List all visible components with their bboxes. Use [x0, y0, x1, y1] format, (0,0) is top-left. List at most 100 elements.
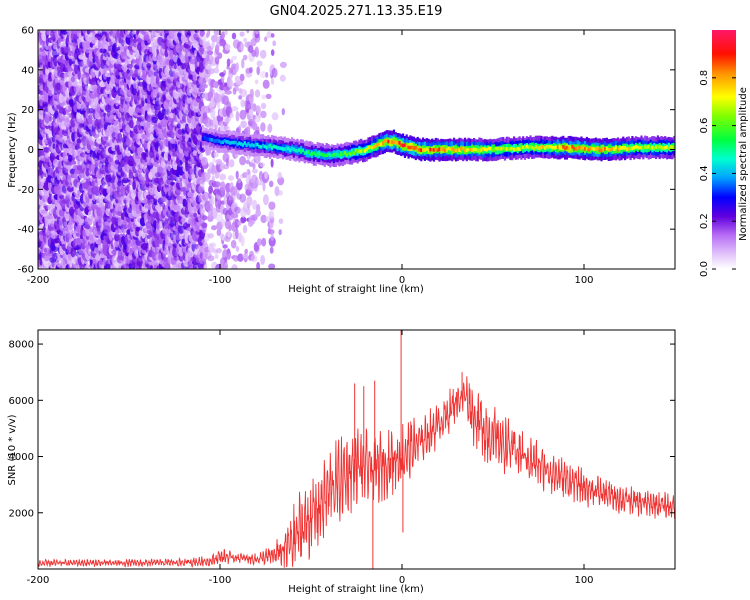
spectrogram-ridge-cell [569, 146, 572, 150]
spectrogram-cell [268, 180, 274, 188]
spectrogram-cell [239, 73, 245, 82]
spectrogram-ridge-cell [554, 145, 558, 150]
spectrogram-cell [132, 180, 137, 190]
spectrogram-cell [240, 99, 246, 108]
spectrogram-cell [240, 216, 247, 223]
spectrogram-cell [235, 227, 239, 240]
spectrogram-cell [237, 253, 244, 262]
spectrogram-x-tick-label: -200 [27, 275, 50, 286]
spectrogram-ridge-cell [494, 146, 497, 151]
spectrogram-ridge-cell [600, 144, 603, 153]
spectrogram-ridge-cell [625, 147, 629, 151]
spectrogram-ridge-cell [336, 152, 339, 157]
spectrogram-cell [256, 261, 260, 269]
spectrogram-ridge-cell [362, 148, 365, 153]
spectrogram-cell [224, 43, 231, 51]
spectrogram-cell [210, 56, 217, 66]
spectrogram-cell [215, 93, 223, 103]
spectrogram-cell [279, 74, 286, 82]
spectrogram-cell [242, 54, 248, 61]
spectrogram-ridge-cell [256, 142, 259, 147]
spectrogram-ridge-cell [265, 145, 268, 150]
spectrogram-ridge-cell [438, 147, 441, 151]
spectrogram-ridge-cell [483, 147, 487, 152]
spectrogram-ridge-cell [598, 148, 601, 152]
spectrogram-cell [216, 228, 222, 236]
spectrogram-ridge-cell [220, 140, 223, 145]
spectrogram-cell [248, 108, 254, 116]
spectrogram-cell [233, 86, 240, 92]
spectrogram-ridge-cell [338, 153, 341, 158]
colorbar-tick-label: 0.4 [699, 165, 710, 181]
spectrogram-ridge-cell [210, 138, 214, 142]
colorbar: 0.00.20.40.60.8 Normalized spectral ampl… [699, 30, 749, 277]
spectrogram-cell [76, 30, 82, 34]
spectrogram-ridge-cell [311, 151, 314, 156]
spectrogram-cell [146, 194, 153, 200]
spectrogram-cell [213, 151, 219, 158]
spectrogram-ridge-cell [343, 151, 346, 155]
spectrogram-ridge-cell [523, 145, 527, 150]
spectrogram-ridge-cell [407, 145, 410, 150]
spectrogram-cell [88, 114, 94, 120]
spectrogram-ridge-cell [258, 144, 261, 149]
spectrogram-ridge-cell [360, 149, 363, 154]
snr-x-tick-label: -200 [27, 575, 50, 586]
spectrogram-ridge-cell [505, 147, 508, 151]
spectrogram-cell [231, 264, 238, 269]
spectrogram-cell [201, 53, 207, 59]
spectrogram-cell [245, 159, 251, 165]
spectrogram-ridge-cell [462, 146, 465, 151]
spectrogram-ridge-cell [647, 145, 650, 149]
spectrogram-cell [240, 235, 245, 247]
spectrogram-cell [234, 218, 240, 229]
spectrogram-ridge-cell [414, 145, 417, 150]
spectrogram-cell [268, 210, 274, 219]
spectrogram-ridge-cell [480, 148, 483, 152]
spectrogram-ridge-cell [627, 147, 630, 151]
spectrogram-ridge-cell [567, 146, 570, 151]
spectrogram-ridge-cell [604, 147, 607, 151]
spectrogram-ridge-cell [669, 145, 672, 149]
spectrogram-ridge-cell [662, 146, 665, 150]
colorbar-tick-label: 0.2 [699, 213, 710, 229]
spectrogram-ridge-cell [458, 148, 461, 153]
spectrogram-ridge-cell [351, 150, 354, 155]
spectrogram-ridge-cell [238, 141, 241, 145]
spectrogram-cell [214, 44, 220, 55]
spectrogram-ridge-cell [507, 147, 510, 151]
spectrogram-ridge-cell [440, 147, 443, 152]
spectrogram-cell [119, 184, 127, 195]
spectrogram-cell [235, 62, 239, 72]
spectrogram-cell [239, 31, 245, 37]
spectrogram-cell [222, 244, 228, 249]
spectrogram-ridge-cell [274, 145, 277, 149]
spectrogram-cell [207, 30, 211, 37]
spectrogram-cell [137, 147, 143, 153]
spectrogram-ridge-cell [409, 145, 412, 150]
spectrogram-cell [256, 238, 262, 247]
spectrogram-ridge-cell [478, 148, 481, 153]
spectrogram-cell [106, 174, 112, 180]
spectrogram-cell [242, 172, 248, 178]
spectrogram-cell [251, 168, 258, 174]
spectrogram-cell [199, 30, 205, 37]
spectrogram-cell [194, 145, 198, 152]
spectrogram-cell [229, 59, 234, 64]
spectrogram-cell [49, 115, 53, 122]
spectrogram-y-tick-label: 60 [21, 26, 34, 37]
spectrogram-ridge-cell [605, 146, 608, 151]
spectrogram-ridge-cell [429, 147, 432, 152]
spectrogram-cell [226, 248, 231, 254]
spectrogram-ridge-cell [593, 147, 596, 151]
spectrogram-ridge-cell [482, 146, 485, 151]
spectrogram-ridge-cell [642, 145, 645, 150]
spectrogram-cell [144, 44, 150, 49]
spectrogram-cell [228, 175, 234, 181]
spectrogram-ridge-cell [545, 145, 548, 149]
snr-x-label: Height of straight line (km) [288, 584, 424, 595]
spectrogram-ridge-cell [635, 145, 638, 149]
spectrogram-cell [179, 159, 183, 166]
